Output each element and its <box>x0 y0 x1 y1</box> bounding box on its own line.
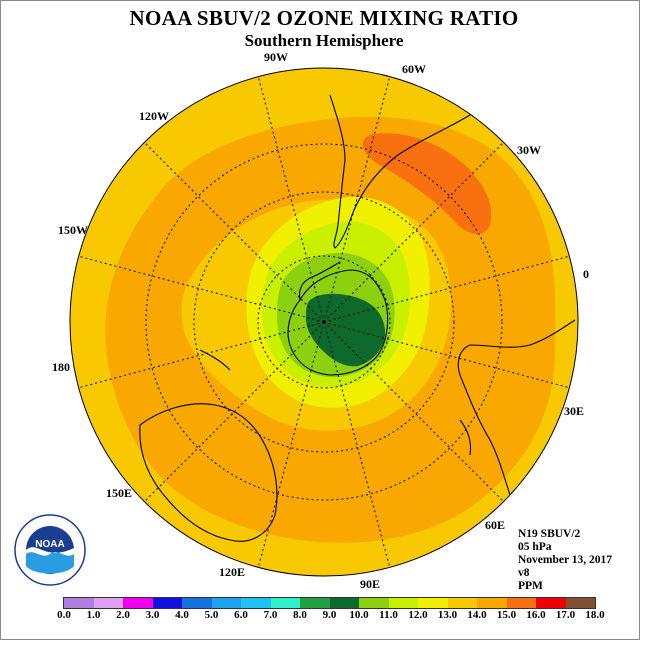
color-scale-cell <box>359 598 389 608</box>
color-scale-tick-label: 15.0 <box>496 609 517 621</box>
coastlines <box>139 84 576 542</box>
meridian-line <box>78 321 325 389</box>
lon-label-0: 0 <box>583 267 589 281</box>
meridian-line <box>78 255 325 323</box>
color-scale-cell <box>241 598 271 608</box>
color-scale-cell <box>270 598 300 608</box>
meridian-line <box>323 321 570 389</box>
latitude-circles <box>145 143 503 501</box>
meridian-line <box>323 255 570 323</box>
color-scale-cell <box>182 598 212 608</box>
meridian-line <box>323 321 391 568</box>
map-subtitle: Southern Hemisphere <box>244 31 404 50</box>
meridian-line <box>144 142 325 323</box>
color-scale-tick-label: 3.0 <box>145 609 160 621</box>
color-scale-tick-label: 8.0 <box>293 609 307 621</box>
color-scale-tick-label: 6.0 <box>234 609 248 621</box>
meridian-line <box>257 321 325 568</box>
color-scale-tick-label: 18.0 <box>585 609 605 621</box>
color-scale-tick-label: 1.0 <box>86 609 101 621</box>
coastline-antarctica <box>287 269 389 376</box>
coastline-africa <box>457 319 576 496</box>
color-scale-tick-label: 16.0 <box>526 609 546 621</box>
lon-label-120w: 120W <box>139 109 169 123</box>
coastline-south-america <box>329 84 489 249</box>
lon-label-150w: 150W <box>58 223 88 237</box>
meridian-line <box>323 76 391 323</box>
color-scale-cell <box>477 598 507 608</box>
ozone-band-9-10 <box>305 293 386 367</box>
lon-label-90w: 90W <box>264 50 288 64</box>
color-scale-cell <box>300 598 330 608</box>
figure-frame <box>0 0 640 640</box>
map-boundary <box>69 67 579 577</box>
meridian-line <box>323 142 504 323</box>
info-date: November 13, 2017 <box>518 554 613 566</box>
map-title: NOAA SBUV/2 OZONE MIXING RATIO <box>129 6 519 30</box>
lon-label-60w: 60W <box>402 62 426 76</box>
info-units: PPM <box>518 580 543 592</box>
lon-label-90e: 90E <box>360 577 381 591</box>
latitude-circle-middle <box>193 191 455 453</box>
info-version: v8 <box>518 567 530 579</box>
color-scale-tick-label: 10.0 <box>349 609 369 621</box>
lon-label-150e: 150E <box>106 486 133 500</box>
color-scale-cell <box>64 598 94 608</box>
latitude-circle-outer <box>145 143 503 501</box>
meridian-line <box>257 76 325 323</box>
color-scale-cell <box>329 598 359 608</box>
color-scale-cell <box>123 598 153 608</box>
color-scale-cell <box>536 598 566 608</box>
noaa-logo-text: NOAA <box>35 539 64 550</box>
color-scale-tick-label: 4.0 <box>175 609 189 621</box>
color-scale-tick-label: 7.0 <box>263 609 278 621</box>
color-scale-tick-label: 11.0 <box>379 609 398 621</box>
meridian-line <box>323 321 504 502</box>
coastline-new-zealand <box>199 349 231 371</box>
lon-label-120e: 120E <box>219 565 246 579</box>
latitude-circle-inner <box>257 255 391 389</box>
color-scale-tick-label: 0.0 <box>57 609 71 621</box>
meridian-line <box>144 321 325 502</box>
color-scale-tick-label: 14.0 <box>467 609 487 621</box>
color-scale-tick-label: 2.0 <box>116 609 130 621</box>
color-scale-tick-label: 9.0 <box>322 609 337 621</box>
color-scale-cell <box>565 598 595 608</box>
color-scale-cell <box>447 598 477 608</box>
color-scale-cell <box>152 598 182 608</box>
coastline-antarctic-peninsula <box>298 261 341 301</box>
lon-label-60e: 60E <box>485 518 506 532</box>
color-scale-bar <box>63 597 596 609</box>
color-scale-tick-label: 5.0 <box>204 609 219 621</box>
info-satellite: N19 SBUV/2 <box>518 528 581 540</box>
color-scale-cell <box>211 598 241 608</box>
lon-label-180: 180 <box>52 360 70 374</box>
info-pressure: 05 hPa <box>518 541 552 553</box>
coastline-madagascar <box>459 419 472 456</box>
color-scale-tick-label: 12.0 <box>408 609 428 621</box>
color-scale-tick-label: 13.0 <box>437 609 458 621</box>
lon-label-30e: 30E <box>564 404 585 418</box>
color-scale-cell <box>388 598 418 608</box>
color-scale-cell <box>506 598 536 608</box>
lon-label-30w: 30W <box>517 143 541 157</box>
color-scale-tick-label: 17.0 <box>555 609 576 621</box>
color-scale-cell <box>93 598 123 608</box>
coastline-australia <box>139 403 278 542</box>
noaa-logo: NOAA <box>14 514 86 586</box>
color-scale-cell <box>418 598 448 608</box>
meridian-lines <box>78 76 570 568</box>
